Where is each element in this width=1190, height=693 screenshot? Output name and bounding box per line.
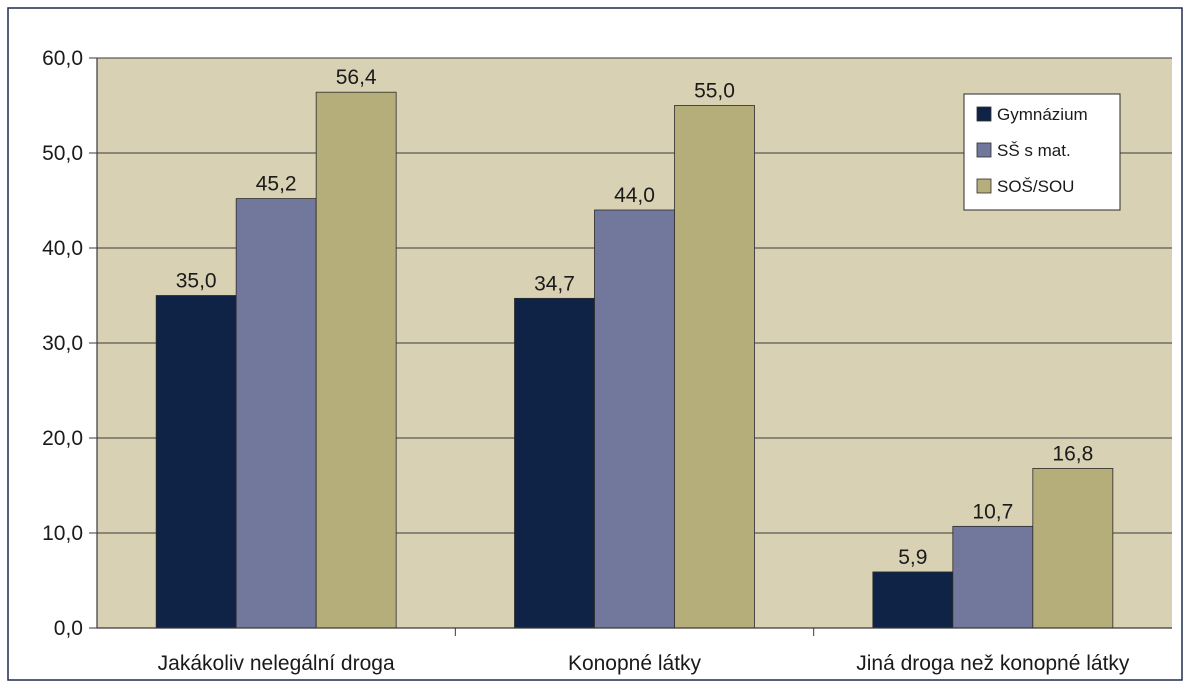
legend-entry: SOŠ/SOU: [997, 177, 1074, 196]
x-category-label: Jiná droga než konopné látky: [856, 652, 1130, 675]
legend-entry: Gymnázium: [997, 105, 1088, 124]
data-label: 34,7: [534, 272, 575, 295]
bar-3-2: [674, 105, 755, 629]
bar-3-3: [1032, 467, 1114, 629]
data-label: 56,4: [336, 66, 377, 89]
data-label: 5,9: [898, 546, 927, 569]
bar-1-3: [872, 571, 954, 629]
x-category-label: Konopné látky: [568, 652, 702, 675]
y-tick-label: 60,0: [42, 47, 83, 70]
data-label: 45,2: [256, 173, 297, 196]
data-label: 55,0: [694, 80, 735, 103]
legend-swatch: [976, 106, 992, 122]
x-category-label: Jakákoliv nelegální droga: [158, 652, 395, 675]
y-tick-label: 0,0: [54, 617, 83, 640]
data-label: 16,8: [1052, 442, 1093, 465]
bar-2-2: [594, 209, 675, 629]
y-tick-label: 50,0: [42, 142, 83, 165]
bar-1-1: [155, 295, 237, 629]
data-labels: 35,0 45,2 56,4 34,7 44,0 55,0 5,9 10,7 16,8: [176, 66, 1094, 569]
y-tick-label: 20,0: [42, 427, 83, 450]
data-label: 10,7: [972, 500, 1013, 523]
axes: 0,0 10,0 20,0 30,0 40,0 50,0 60,0 Jakákoliv nel…: [42, 47, 1172, 675]
legend-swatch: [976, 178, 992, 194]
bars: [155, 91, 1114, 629]
data-label: 35,0: [176, 270, 217, 293]
y-tick-label: 40,0: [42, 237, 83, 260]
bar-1-2: [514, 297, 595, 629]
bar-2-1: [235, 198, 317, 629]
data-label: 44,0: [614, 184, 655, 207]
legend-swatch: [976, 142, 992, 158]
y-tick-label: 30,0: [42, 332, 83, 355]
legend: Gymnázium SŠ s mat. SOŠ/SOU: [963, 93, 1121, 211]
legend-entry: SŠ s mat.: [997, 141, 1071, 160]
bar-3-1: [315, 91, 397, 629]
bar-2-3: [952, 525, 1034, 629]
y-tick-label: 10,0: [42, 522, 83, 545]
